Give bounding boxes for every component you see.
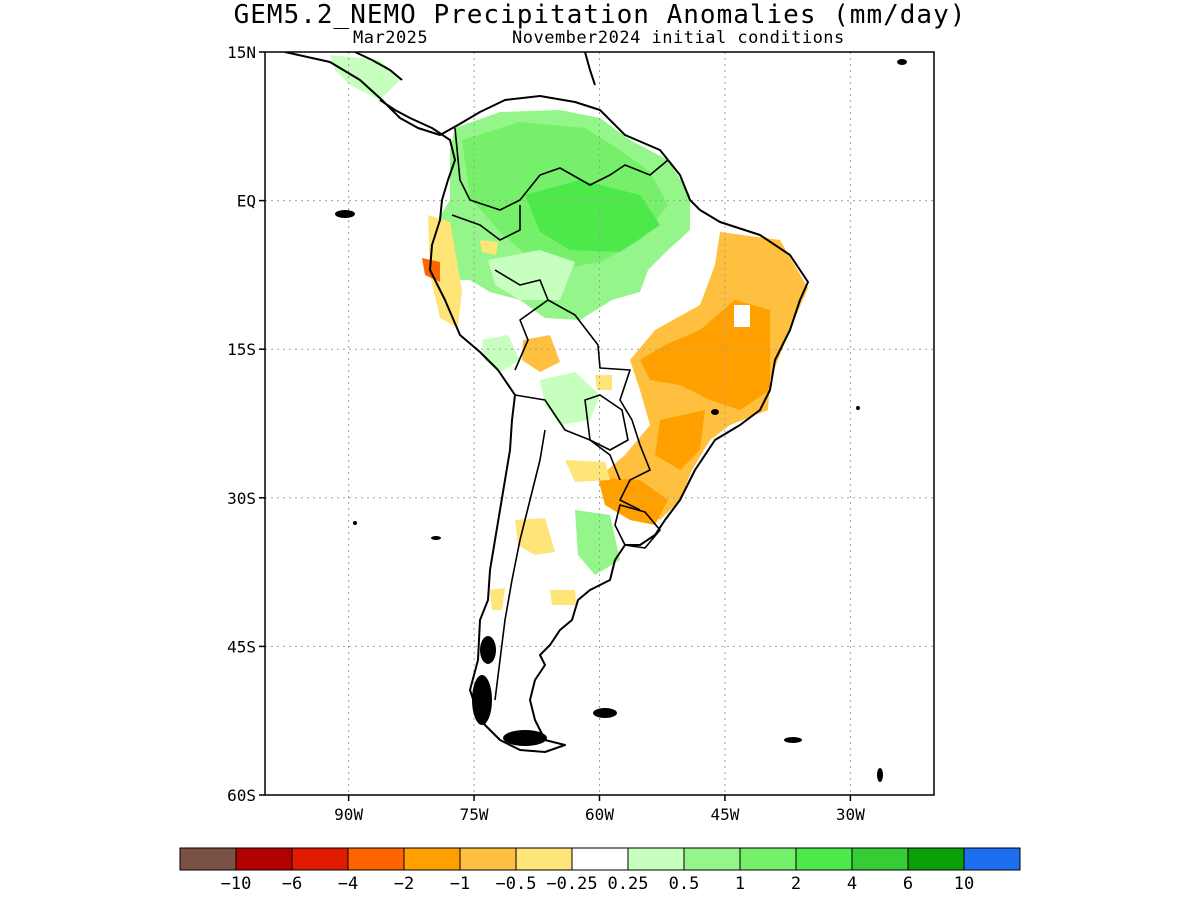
longitude-axis: 90W 75W 60W 45W 30W: [334, 795, 865, 824]
tierra-del-fuego: [503, 730, 547, 746]
lon-tick-label: 45W: [710, 805, 739, 824]
colorbar-swatch: [515, 847, 573, 871]
colorbar-swatch: [179, 847, 237, 871]
yellow-chaco: [565, 460, 610, 482]
yellow-peru-coast: [428, 215, 462, 328]
colorbar-label: 1: [735, 874, 745, 894]
colorbar-label: 0.25: [608, 874, 649, 894]
colorbar-label: −1: [450, 874, 470, 894]
map-title: GEM5.2_NEMO Precipitation Anomalies (mm/…: [233, 0, 967, 30]
colorbar-label: −4: [338, 874, 358, 894]
light-green-central-america: [330, 55, 400, 100]
colorbar-label: 4: [847, 874, 857, 894]
yellow-andes: [515, 518, 555, 555]
border-ecuador: [451, 205, 521, 241]
deep-orange-south: [598, 478, 668, 525]
colorbar-label: −10: [221, 874, 252, 894]
green-argentina: [575, 510, 620, 575]
colorbar-swatch: [627, 847, 685, 871]
yellow-patagonia: [550, 590, 576, 605]
trindade-islet: [856, 406, 860, 410]
border-paraguay: [584, 394, 629, 451]
colorbar-label: 6: [903, 874, 913, 894]
forecast-month: Mar2025: [353, 28, 429, 48]
colorbar-swatch: [291, 847, 349, 871]
yellow-spot: [595, 375, 612, 390]
national-borders: [451, 127, 669, 701]
colorbar-label: −0.5: [496, 874, 537, 894]
colorbar-label: −0.25: [546, 874, 597, 894]
green-max-amazon: [525, 180, 660, 252]
chiloe-archipelago: [480, 636, 496, 664]
lat-tick-label: EQ: [237, 192, 256, 211]
latitude-axis: 15N EQ 15S 30S 45S 60S: [227, 43, 265, 805]
colorbar-swatch: [907, 847, 965, 871]
colorbar-swatch: [795, 847, 853, 871]
colorbar-label: 10: [954, 874, 974, 894]
colorbar: −10 −6 −4 −2 −1 −0.5 −0.25 0.25 0.5 1 2 4 6 10: [179, 847, 1021, 894]
colorbar-label: 0.5: [669, 874, 700, 894]
colorbar-swatch: [403, 847, 461, 871]
colorbar-swatch: [963, 847, 1021, 871]
lon-tick-label: 60W: [585, 805, 614, 824]
falkland-islands: [593, 708, 617, 718]
lat-tick-label: 15N: [227, 43, 256, 62]
deep-orange-brazil: [640, 300, 770, 410]
initial-conditions: November2024 initial conditions: [512, 28, 845, 48]
south-america-coast: [284, 52, 809, 753]
coastlines: [284, 52, 809, 753]
colorbar-swatch: [347, 847, 405, 871]
white-gap: [734, 305, 750, 327]
colorbar-swatch: [683, 847, 741, 871]
yellow-chile: [490, 588, 505, 610]
galapagos-islands: [335, 210, 355, 218]
border-chile-argentina: [494, 429, 546, 701]
light-green-bolivia: [482, 335, 520, 372]
lat-tick-label: 60S: [227, 786, 256, 805]
colorbar-swatch: [459, 847, 517, 871]
lon-tick-label: 75W: [460, 805, 489, 824]
patagonian-archipelago: [472, 675, 492, 725]
yellow-ecuador: [480, 240, 498, 255]
lat-tick-label: 30S: [227, 489, 256, 508]
deep-orange-southeast: [655, 410, 705, 470]
colorbar-swatch: [571, 847, 629, 871]
border-uruguay: [614, 504, 661, 549]
lon-tick-label: 30W: [836, 805, 865, 824]
south-georgia: [784, 737, 802, 743]
colorbar-swatch: [235, 847, 293, 871]
lon-tick-label: 90W: [334, 805, 363, 824]
colorbar-swatch: [851, 847, 909, 871]
south-sandwich-islands: [877, 768, 883, 782]
islands: [335, 59, 907, 782]
anomaly-shading: [330, 55, 808, 610]
light-green-paraguay: [540, 372, 600, 425]
pacific-islet: [353, 521, 357, 525]
colorbar-label: 2: [791, 874, 801, 894]
lat-tick-label: 15S: [227, 340, 256, 359]
colorbar-label: −2: [394, 874, 414, 894]
colorbar-swatch: [739, 847, 797, 871]
juan-fernandez-islet: [431, 536, 441, 540]
central-america-coast: [354, 52, 403, 81]
orange-bolivia: [522, 335, 560, 372]
light-green-patch: [488, 250, 575, 300]
lat-tick-label: 45S: [227, 637, 256, 656]
colorbar-label: −6: [282, 874, 302, 894]
border-northern: [454, 127, 669, 211]
border-bolivia-argentina: [514, 394, 621, 481]
border-bolivia-brazil: [547, 299, 651, 511]
abrolhos-islet: [711, 409, 719, 415]
caribbean-coast: [584, 52, 596, 86]
atlantic-islet: [897, 59, 907, 65]
